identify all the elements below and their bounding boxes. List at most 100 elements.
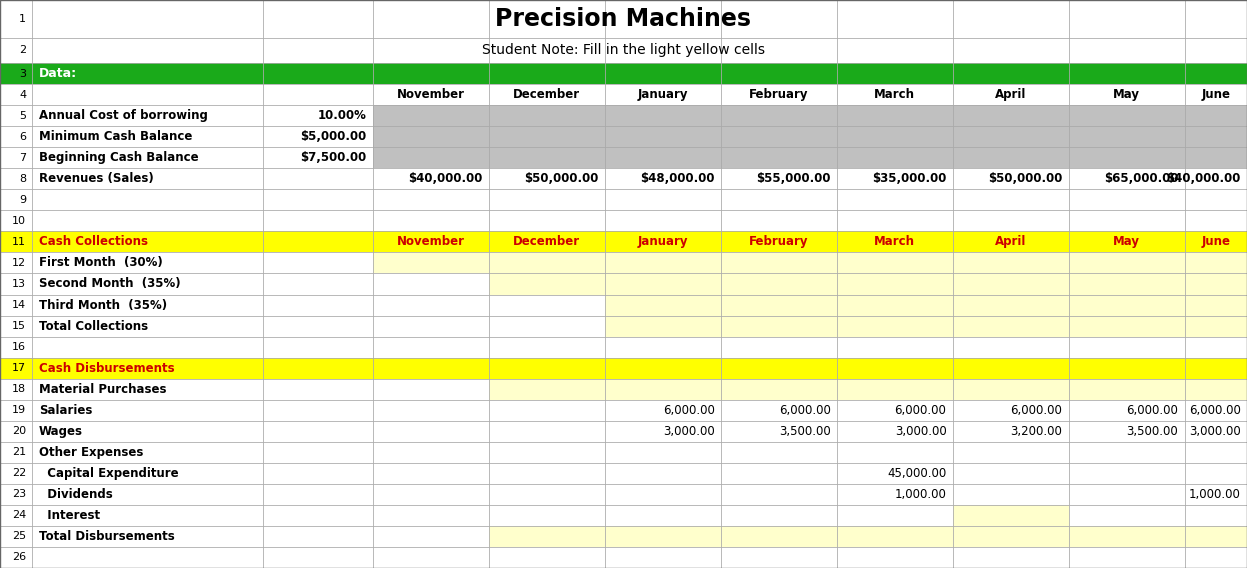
Bar [263, 484, 373, 505]
Bar [489, 0, 605, 38]
Bar [373, 84, 489, 105]
Bar [32, 358, 263, 379]
Bar [32, 337, 263, 358]
Bar [263, 63, 373, 84]
Bar [721, 316, 837, 337]
Bar [1069, 0, 1185, 38]
Bar [32, 295, 263, 316]
Bar [1185, 505, 1247, 526]
Bar [953, 189, 1069, 210]
Bar [0, 38, 32, 63]
Bar [1185, 252, 1247, 273]
Bar [953, 189, 1069, 210]
Bar [605, 400, 721, 421]
Bar [489, 484, 605, 505]
Bar [605, 358, 721, 379]
Bar [837, 231, 953, 252]
Bar [721, 231, 837, 252]
Bar [263, 547, 373, 568]
Bar [1069, 379, 1185, 400]
Bar [1185, 400, 1247, 421]
Bar [721, 105, 837, 126]
Bar [953, 252, 1069, 273]
Bar [263, 0, 373, 38]
Bar [605, 252, 721, 273]
Bar [1185, 484, 1247, 505]
Bar [721, 379, 837, 400]
Bar [489, 210, 605, 231]
Text: 5: 5 [19, 111, 26, 121]
Bar [721, 63, 837, 84]
Text: 16: 16 [12, 342, 26, 352]
Bar [1069, 252, 1185, 273]
Text: Annual Cost of borrowing: Annual Cost of borrowing [39, 109, 207, 122]
Bar [1069, 0, 1185, 38]
Bar [0, 337, 32, 358]
Bar [263, 231, 373, 252]
Bar [837, 147, 953, 168]
Bar [953, 168, 1069, 189]
Bar [489, 442, 605, 463]
Bar [1185, 316, 1247, 337]
Bar [373, 526, 489, 547]
Bar [489, 147, 605, 168]
Bar [263, 316, 373, 337]
Bar [953, 0, 1069, 38]
Text: $48,000.00: $48,000.00 [640, 172, 715, 185]
Bar [837, 126, 953, 147]
Bar [721, 147, 837, 168]
Bar [263, 463, 373, 484]
Bar [263, 358, 373, 379]
Text: February: February [749, 88, 808, 101]
Bar [32, 547, 263, 568]
Bar [263, 295, 373, 316]
Bar [721, 295, 837, 316]
Bar [953, 505, 1069, 526]
Bar [721, 147, 837, 168]
Bar [32, 526, 263, 547]
Bar [1185, 231, 1247, 252]
Text: February: February [749, 235, 808, 248]
Bar [373, 38, 489, 63]
Bar [263, 337, 373, 358]
Bar [489, 126, 605, 147]
Text: 7: 7 [19, 153, 26, 163]
Bar [32, 421, 263, 442]
Bar [373, 442, 489, 463]
Bar [373, 526, 489, 547]
Text: Second Month  (35%): Second Month (35%) [39, 278, 181, 290]
Bar [32, 273, 263, 295]
Bar [721, 252, 837, 273]
Bar [263, 38, 373, 63]
Bar [1185, 189, 1247, 210]
Bar [373, 505, 489, 526]
Bar [953, 38, 1069, 63]
Bar [721, 505, 837, 526]
Bar [0, 379, 32, 400]
Bar [1069, 421, 1185, 442]
Bar [605, 252, 721, 273]
Bar [953, 231, 1069, 252]
Bar [1069, 210, 1185, 231]
Bar [1069, 463, 1185, 484]
Text: Other Expenses: Other Expenses [39, 446, 143, 459]
Bar [0, 295, 32, 316]
Bar [1185, 463, 1247, 484]
Bar [837, 442, 953, 463]
Bar [489, 316, 605, 337]
Bar [953, 379, 1069, 400]
Bar [1069, 358, 1185, 379]
Bar [1069, 252, 1185, 273]
Bar [373, 147, 489, 168]
Bar [721, 547, 837, 568]
Text: $7,500.00: $7,500.00 [301, 151, 367, 164]
Text: 6,000.00: 6,000.00 [1010, 404, 1062, 417]
Bar [605, 484, 721, 505]
Bar [605, 168, 721, 189]
Bar [721, 168, 837, 189]
Bar [1185, 210, 1247, 231]
Bar [953, 526, 1069, 547]
Bar [837, 210, 953, 231]
Bar [721, 63, 837, 84]
Text: 9: 9 [19, 195, 26, 205]
